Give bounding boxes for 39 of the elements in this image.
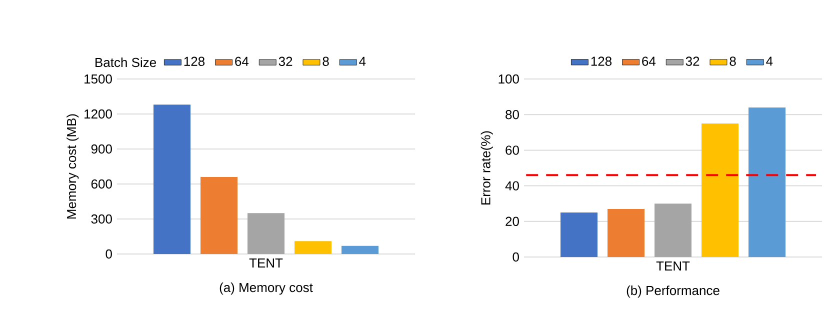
- y-tick-label: 1500: [84, 74, 112, 84]
- legend-label: 128: [591, 56, 612, 66]
- bar: [294, 241, 332, 254]
- y-tick-label: 900: [91, 144, 112, 154]
- y-tick-label: 600: [91, 179, 112, 189]
- legend-label: 4: [359, 56, 366, 66]
- bar: [702, 124, 739, 257]
- bar: [248, 213, 285, 254]
- legend-label: 64: [642, 56, 656, 66]
- legend-label: 64: [235, 56, 249, 66]
- bar: [560, 212, 598, 257]
- y-tick-label: 1200: [84, 109, 112, 119]
- y-tick-label: 80: [506, 110, 519, 120]
- legend-label: 8: [730, 56, 736, 66]
- y-tick-label: 20: [506, 216, 519, 226]
- y-tick-label: 60: [506, 146, 519, 155]
- text: (a) Memory cost: [220, 282, 313, 295]
- bar: [654, 204, 692, 257]
- bar: [154, 104, 191, 254]
- bar: [748, 107, 786, 257]
- legend-label: 32: [686, 56, 700, 66]
- bar: [342, 246, 379, 254]
- legend-label: 4: [766, 56, 773, 66]
- y-tick-label: 300: [91, 214, 112, 224]
- legend-label: 8: [322, 56, 329, 66]
- y-axis-title: Memory cost (MB): [66, 114, 79, 219]
- y-axis-title: Error rate(%): [480, 131, 493, 204]
- y-tick-label: 40: [505, 181, 519, 190]
- legend-title: Batch Size: [96, 58, 156, 68]
- y-tick-label: 0: [106, 249, 112, 259]
- legend-label: 32: [278, 56, 292, 66]
- text: (b) Performance: [626, 286, 720, 298]
- y-tick-label: 0: [512, 252, 519, 262]
- x-tick-label: TENT: [656, 262, 690, 270]
- bar: [200, 177, 238, 254]
- x-tick-label: TENT: [249, 258, 283, 268]
- legend-label: 128: [184, 56, 205, 66]
- bar: [608, 208, 645, 257]
- y-tick-label: 100: [498, 74, 519, 84]
